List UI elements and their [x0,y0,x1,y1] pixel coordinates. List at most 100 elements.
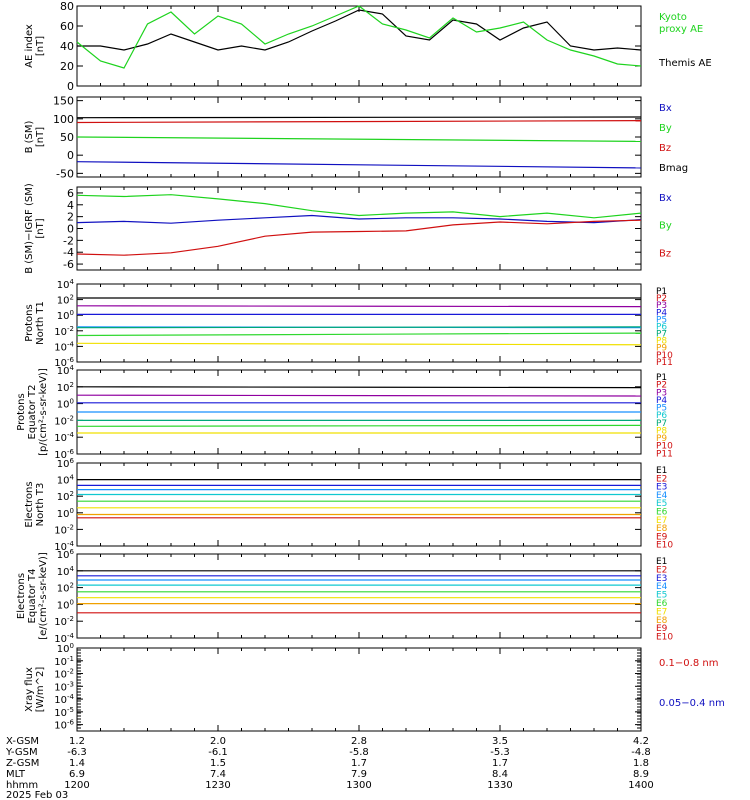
y-tick-label: 10-4 [54,540,74,553]
legend-entry: Bz [659,143,671,154]
y-tick-label: 10-4 [54,632,74,645]
y-tick-label: -6 [63,258,74,271]
y-axis-label: [nT] [35,218,46,238]
y-axis-label: B (SM)−IGRF (SM) [24,183,35,274]
series-bz [76,219,642,256]
legend-p4: P4 [656,308,667,318]
y-tick-label: 150 [53,95,74,108]
legend-p6: P6 [656,322,667,332]
series-bz [76,120,642,124]
y-tick-label: 10-4 [54,340,74,353]
panel-frame [76,462,642,547]
y-tick-label: 102 [57,294,74,307]
y-axis-label: Electrons [24,481,35,527]
legend-entry: By [659,123,672,134]
x-axis-value: 1.4 [69,758,85,769]
series-p3 [76,305,642,308]
x-axis-row-label: X-GSM [6,736,39,747]
legend-p10: P10 [656,442,673,452]
x-axis-value: 1.7 [492,758,508,769]
legend-e10: E10 [656,633,673,643]
y-tick-label: 100 [57,507,74,520]
legend-e6: E6 [656,508,668,518]
series-p7 [76,424,642,427]
y-axis-label: North T1 [35,301,46,345]
y-tick-label: 10-3 [54,680,74,693]
legend-entry: Bx [659,193,672,204]
x-axis-row-label: MLT [6,769,26,780]
y-tick-label: 6 [67,187,74,200]
legend-p5: P5 [656,315,667,325]
legend-p5: P5 [656,404,667,414]
y-tick-label: 10-4 [54,693,74,706]
legend-e8: E8 [656,616,668,626]
legend-p8: P8 [656,337,667,347]
x-axis-value: 7.4 [210,769,226,780]
y-tick-label: 106 [57,457,75,470]
x-axis-row-label: hhmm [6,780,38,791]
x-axis-value: 1.8 [633,758,649,769]
legend-p2: P2 [656,294,667,304]
series-bx [76,194,642,219]
legend-entry: Bz [659,248,671,259]
legend-p9: P9 [656,434,667,444]
y-axis-label: B (SM) [24,120,35,153]
x-axis-value: -5.8 [349,747,369,758]
y-tick-label: 10-2 [54,668,74,681]
y-axis-label: [nT] [35,36,46,56]
y-tick-label: 100 [57,309,74,322]
x-axis-value: 2.8 [351,736,367,747]
y-tick-label: -50 [56,167,74,180]
y-tick-label: 10-5 [54,706,74,719]
legend-e3: E3 [656,574,667,584]
x-axis-value: -6.1 [208,747,228,758]
panel-7: 10-4 10-2 100 102 104 106 Electrons Equator T4[… [16,548,673,645]
y-tick-label: 10-6 [54,448,74,461]
y-tick-label: 80 [60,0,74,13]
x-axis-value: 3.5 [492,736,508,747]
legend-e1: E1 [656,557,667,567]
legend-entry: Bx [659,103,672,114]
y-tick-label: 100 [57,642,74,655]
x-axis-value: 1300 [346,780,371,791]
y-axis-label: Protons [16,393,27,430]
y-tick-label: 10-2 [54,523,74,536]
y-axis-label: Equator T2 [27,385,38,440]
x-axis-value: 8.4 [492,769,508,780]
x-axis-value: 1200 [64,780,89,791]
y-tick-label: 102 [57,490,74,503]
y-axis-label: Xray flux [24,667,35,712]
series-p7 [76,332,642,337]
y-tick-label: -4 [63,246,74,259]
y-tick-label: 0 [67,149,74,162]
y-tick-label: 10-2 [54,414,74,427]
panel-frame [76,283,642,363]
legend-e9: E9 [656,532,668,542]
x-axis-row-label: Y-GSM [5,747,38,758]
legend-e1: E1 [656,466,667,476]
legend-e6: E6 [656,599,668,609]
x-axis-value: -5.3 [490,747,510,758]
y-tick-label: 40 [60,40,74,53]
legend-entry: Kyoto [659,12,687,23]
series-bmag [76,116,642,119]
y-tick-label: 10-2 [54,615,74,628]
series-by [76,136,642,142]
panel-frame [76,186,642,271]
y-axis-label: Electrons [16,573,27,619]
y-axis-label: North T3 [35,483,46,527]
legend-entry: By [659,221,672,232]
y-tick-label: 102 [57,582,74,595]
x-axis-value: 4.2 [633,736,649,747]
legend-entry: Bmag [659,163,688,174]
legend-p11: P11 [656,449,673,459]
y-tick-label: 100 [53,113,74,126]
y-tick-label: 50 [60,131,74,144]
legend-p10: P10 [656,351,673,361]
x-axis-value: -4.8 [631,747,651,758]
legend-p3: P3 [656,388,667,398]
legend-p3: P3 [656,301,667,311]
y-tick-label: 102 [57,381,74,394]
